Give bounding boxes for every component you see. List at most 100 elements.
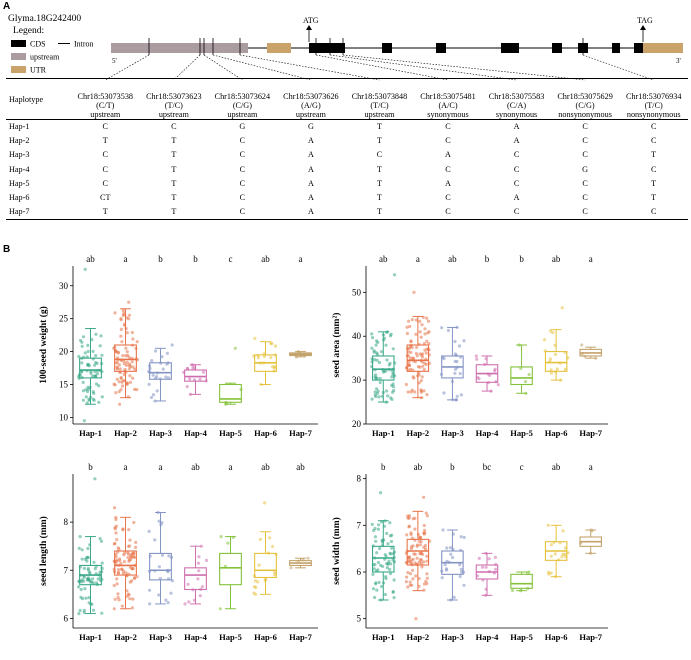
y-tick-label: 40 — [352, 331, 362, 341]
table-row: Hap-2 T T C A T C A C C — [6, 134, 688, 148]
data-point — [86, 566, 90, 571]
data-point — [125, 589, 129, 593]
data-point — [493, 367, 497, 371]
table-header-snp: Chr18:53075629 (C/G) nonsynonymous — [550, 78, 620, 120]
box — [372, 355, 395, 381]
data-point — [97, 400, 101, 404]
box — [510, 366, 533, 386]
data-point — [131, 597, 135, 601]
data-point — [91, 349, 95, 353]
data-point — [125, 331, 129, 335]
snp-connector — [582, 54, 654, 81]
snp-connector — [329, 54, 517, 81]
allele-cell: A — [276, 205, 346, 221]
atg-label: ATG — [303, 16, 319, 25]
x-tick-label: Hap-6 — [254, 632, 277, 642]
box-group — [289, 350, 312, 359]
allele-cell: C — [513, 178, 520, 188]
data-point — [418, 536, 422, 540]
data-point — [125, 350, 129, 354]
data-point — [481, 565, 485, 569]
legend-utr-label: UTR — [30, 66, 47, 75]
data-point — [375, 551, 379, 555]
data-point — [458, 372, 462, 376]
data-point — [391, 590, 395, 594]
data-point — [135, 340, 139, 344]
data-point — [523, 380, 528, 384]
box-group — [183, 544, 209, 606]
data-point — [405, 331, 409, 336]
data-point — [289, 566, 293, 570]
box — [254, 552, 277, 579]
x-tick-label: Hap-3 — [441, 632, 464, 642]
data-point — [164, 375, 168, 379]
allele-cell: C — [102, 178, 108, 188]
data-point — [375, 352, 380, 356]
data-point — [148, 588, 152, 592]
data-point — [419, 561, 423, 565]
snp-pos: Chr18:53076934 — [625, 92, 682, 101]
data-point — [388, 567, 392, 572]
data-point — [198, 594, 202, 598]
data-point — [128, 565, 132, 569]
data-point — [166, 601, 170, 605]
data-point — [85, 401, 89, 405]
data-point — [81, 398, 85, 402]
snp-pos: Chr18:53073624 — [214, 92, 271, 101]
data-point — [424, 351, 428, 355]
data-point — [580, 343, 584, 347]
data-point — [123, 367, 127, 372]
data-point — [475, 357, 479, 361]
significance-letter: a — [589, 462, 593, 472]
data-point — [373, 375, 377, 379]
data-point — [83, 351, 87, 355]
allele-cell: A — [307, 178, 314, 188]
legend-cds-swatch — [11, 40, 26, 47]
data-point — [131, 555, 136, 559]
data-point — [204, 558, 209, 563]
data-point — [88, 578, 92, 582]
data-point — [123, 551, 127, 555]
data-point — [127, 362, 131, 366]
data-point — [427, 342, 431, 346]
y-tick-label: 7 — [64, 565, 69, 575]
data-point — [409, 390, 413, 394]
data-point — [453, 359, 457, 363]
data-point — [119, 388, 123, 392]
data-point — [374, 539, 378, 543]
data-point — [153, 349, 158, 353]
data-point — [99, 539, 104, 543]
data-point — [187, 600, 191, 604]
allele-cell: A — [513, 122, 520, 132]
data-point — [170, 343, 174, 347]
data-point — [256, 580, 260, 584]
allele-cell: C — [239, 178, 246, 188]
data-point — [77, 546, 81, 551]
data-point — [80, 548, 84, 552]
data-point — [117, 598, 121, 602]
box-group — [77, 477, 104, 616]
data-point — [188, 377, 192, 381]
data-point — [560, 306, 564, 310]
data-point — [271, 365, 275, 369]
box-group — [439, 325, 466, 402]
data-point — [130, 606, 134, 610]
data-point — [418, 319, 422, 323]
snp-allele: (C/A) — [507, 101, 527, 110]
data-point — [116, 595, 120, 600]
allele-cell: C — [102, 164, 108, 174]
data-point — [183, 602, 187, 606]
box — [544, 351, 568, 372]
significance-letter: a — [299, 254, 303, 264]
data-point — [115, 367, 120, 371]
allele-cell: T — [171, 136, 177, 146]
data-point — [185, 366, 190, 370]
data-point — [549, 571, 553, 575]
data-point — [378, 376, 382, 381]
x-tick-label: Hap-2 — [114, 632, 137, 642]
data-point — [487, 557, 491, 561]
data-point — [390, 546, 394, 550]
data-point — [113, 311, 117, 315]
data-point — [197, 569, 201, 573]
data-point — [549, 543, 554, 547]
